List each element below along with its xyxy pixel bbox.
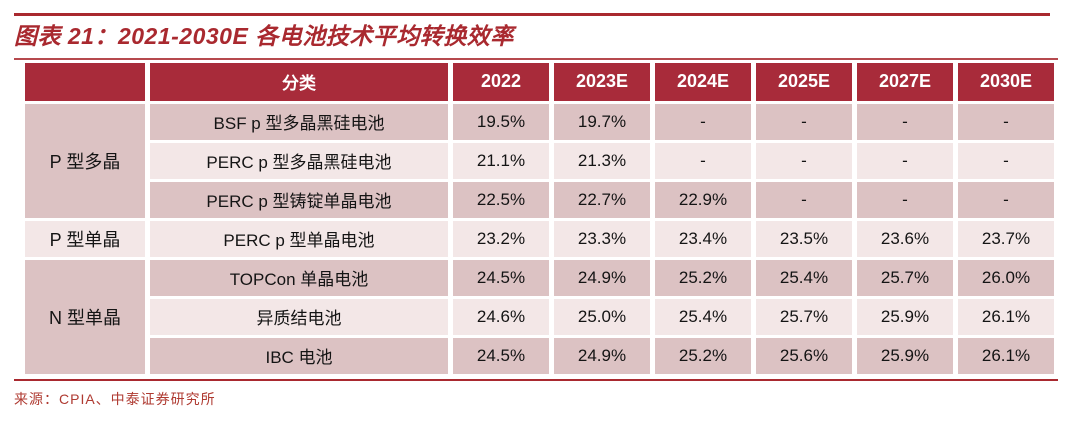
table-row: 异质结电池 24.6% 25.0% 25.4% 25.7% 25.9% 26.1% [25, 298, 1054, 335]
value-cell: 25.2% [655, 259, 751, 296]
col-header-2022: 2022 [453, 62, 549, 101]
value-cell: 25.4% [756, 259, 852, 296]
category-cell: 异质结电池 [150, 298, 448, 335]
title-top-rule [14, 13, 1050, 16]
group-cell: P 型单晶 [25, 220, 145, 257]
table-row: PERC p 型多晶黑硅电池 21.1% 21.3% - - - - [25, 142, 1054, 179]
value-cell: - [655, 142, 751, 179]
value-cell: 23.2% [453, 220, 549, 257]
value-cell: - [857, 103, 953, 140]
value-cell: 23.5% [756, 220, 852, 257]
value-cell: 26.0% [958, 259, 1054, 296]
col-header-2030E: 2030E [958, 62, 1054, 101]
value-cell: 25.0% [554, 298, 650, 335]
value-cell: 23.7% [958, 220, 1054, 257]
value-cell: 24.5% [453, 337, 549, 374]
value-cell: 22.9% [655, 181, 751, 218]
value-cell: 24.9% [554, 337, 650, 374]
value-cell: 25.6% [756, 337, 852, 374]
value-cell: - [958, 181, 1054, 218]
category-cell: PERC p 型单晶电池 [150, 220, 448, 257]
table-row: P 型单晶 PERC p 型单晶电池 23.2% 23.3% 23.4% 23.5% 23.… [25, 220, 1054, 257]
category-cell: BSF p 型多晶黑硅电池 [150, 103, 448, 140]
col-header-2024E: 2024E [655, 62, 751, 101]
header-row: 分类 2022 2023E 2024E 2025E 2027E 2030E [25, 62, 1054, 101]
value-cell: - [655, 103, 751, 140]
efficiency-table: 分类 2022 2023E 2024E 2025E 2027E 2030E P 型多晶 BSF… [20, 60, 1059, 377]
group-cell: P 型多晶 [25, 103, 145, 218]
value-cell: 25.9% [857, 337, 953, 374]
value-cell: 24.6% [453, 298, 549, 335]
value-cell: 19.5% [453, 103, 549, 140]
col-header-2027E: 2027E [857, 62, 953, 101]
value-cell: 26.1% [958, 298, 1054, 335]
group-cell: N 型单晶 [25, 259, 145, 374]
value-cell: - [958, 103, 1054, 140]
value-cell: - [857, 181, 953, 218]
value-cell: 25.9% [857, 298, 953, 335]
table-row: P 型多晶 BSF p 型多晶黑硅电池 19.5% 19.7% - - - - [25, 103, 1054, 218]
value-cell: - [857, 142, 953, 179]
value-cell: 21.3% [554, 142, 650, 179]
value-cell: 26.1% [958, 337, 1054, 374]
category-cell: IBC 电池 [150, 337, 448, 374]
category-cell: TOPCon 单晶电池 [150, 259, 448, 296]
value-cell: - [756, 142, 852, 179]
value-cell: 24.9% [554, 259, 650, 296]
value-cell: 22.5% [453, 181, 549, 218]
table-row: N 型单晶 TOPCon 单晶电池 24.5% 24.9% 25.2% 25.4% 25.7… [25, 259, 1054, 374]
source-note: 来源：CPIA、中泰证券研究所 [14, 390, 216, 407]
value-cell: 19.7% [554, 103, 650, 140]
corner-header-cell [25, 62, 145, 101]
value-cell: 25.2% [655, 337, 751, 374]
table-row: IBC 电池 24.5% 24.9% 25.2% 25.6% 25.9% 26.1% [25, 337, 1054, 374]
table-top-rule [14, 57, 1058, 60]
value-cell: 23.4% [655, 220, 751, 257]
category-cell: PERC p 型多晶黑硅电池 [150, 142, 448, 179]
value-cell: 23.6% [857, 220, 953, 257]
figure-title: 图表 21：2021-2030E 各电池技术平均转换效率 [14, 23, 514, 49]
category-cell: PERC p 型铸锭单晶电池 [150, 181, 448, 218]
value-cell: 25.7% [756, 298, 852, 335]
value-cell: 25.4% [655, 298, 751, 335]
value-cell: 24.5% [453, 259, 549, 296]
value-cell: 23.3% [554, 220, 650, 257]
col-header-2023E: 2023E [554, 62, 650, 101]
table-bottom-rule [14, 378, 1058, 381]
value-cell: 22.7% [554, 181, 650, 218]
value-cell: 21.1% [453, 142, 549, 179]
col-header-分类: 分类 [150, 62, 448, 101]
col-header-2025E: 2025E [756, 62, 852, 101]
value-cell: - [756, 103, 852, 140]
table-row: PERC p 型铸锭单晶电池 22.5% 22.7% 22.9% - - - [25, 181, 1054, 218]
value-cell: - [756, 181, 852, 218]
value-cell: - [958, 142, 1054, 179]
value-cell: 25.7% [857, 259, 953, 296]
